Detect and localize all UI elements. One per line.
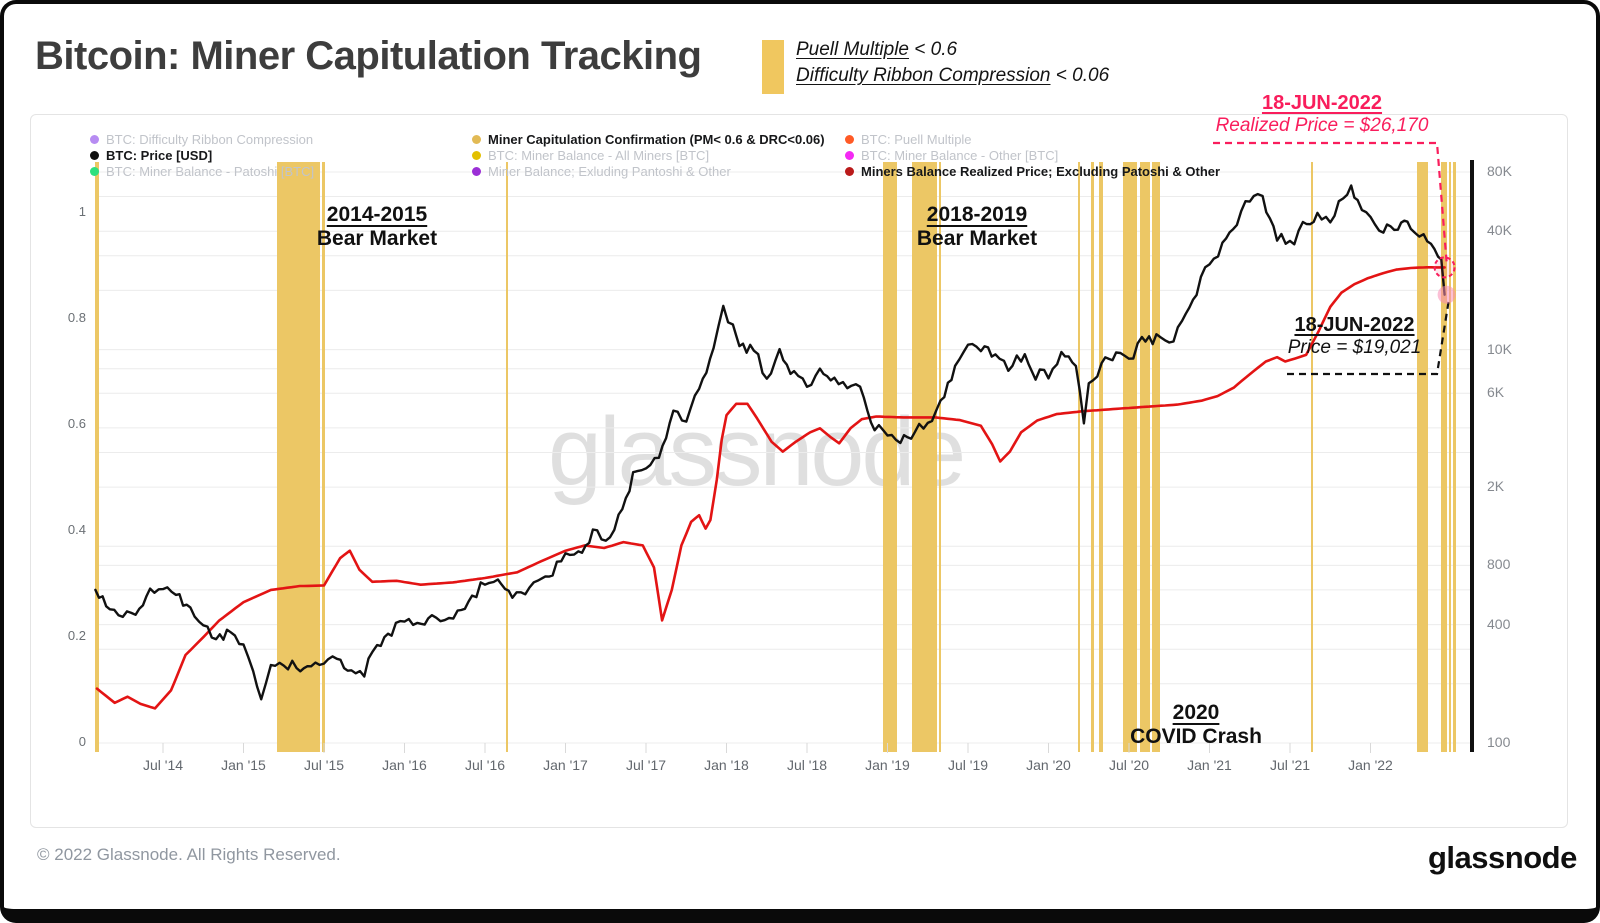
gold-band-swatch	[762, 40, 784, 94]
legend-item-label: BTC: Miner Balance - Patoshi [BTC]	[106, 163, 315, 179]
legend-item[interactable]: BTC: Price [USD]	[90, 147, 212, 163]
y-axis-right-label: 2K	[1487, 478, 1505, 495]
legend-dot-icon	[845, 134, 854, 144]
condition-drc-value: < 0.06	[1050, 65, 1110, 86]
condition-drc-name: Difficulty Ribbon Compression	[796, 65, 1051, 86]
legend-dot-icon	[845, 150, 854, 160]
annotation-date: 18-JUN-2022	[1294, 314, 1415, 336]
x-axis-label: Jan '16	[382, 757, 427, 773]
annotation-price: 18-JUN-2022 Price = $19,021	[1272, 314, 1437, 359]
annotation-value: Price = $19,021	[1287, 337, 1422, 358]
legend-item[interactable]: Miners Balance Realized Price; Excluding…	[845, 163, 1220, 179]
x-axis-label: Jul '18	[786, 757, 828, 773]
annotation-years: 2014-2015	[326, 203, 428, 226]
legend-item[interactable]: BTC: Puell Multiple	[845, 131, 972, 147]
legend-dot-icon	[472, 134, 481, 144]
condition-puell: Puell Multiple < 0.6	[796, 39, 957, 61]
x-axis-label: Jul '15	[303, 757, 345, 773]
y-axis-right-label: 800	[1487, 556, 1511, 573]
copyright-text: © 2022 Glassnode. All Rights Reserved.	[37, 845, 341, 864]
y-axis-right-label: 40K	[1487, 222, 1512, 239]
y-axis-right-label: 100	[1487, 734, 1511, 750]
legend-item-label: Miners Balance Realized Price; Excluding…	[861, 163, 1221, 179]
legend-item-label: BTC: Miner Balance - All Miners [BTC]	[488, 147, 710, 163]
y-axis-left-label: 0.6	[67, 416, 86, 431]
x-axis-label: Jul '14	[142, 757, 184, 773]
legend-item-label: Miner Capitulation Confirmation (PM< 0.6…	[488, 131, 825, 147]
annotation-years: 2018-2019	[926, 203, 1028, 226]
legend-item-label: BTC: Difficulty Ribbon Compression	[106, 131, 314, 147]
legend-item-label: BTC: Miner Balance - Other [BTC]	[861, 147, 1059, 163]
x-axis-label: Jan '21	[1187, 757, 1232, 773]
y-axis-right-label: 6K	[1487, 384, 1505, 401]
annotation-label: COVID Crash	[1130, 725, 1262, 748]
condition-puell-value: < 0.6	[909, 39, 958, 60]
annotation-covid-crash: 2020 COVID Crash	[1116, 701, 1276, 749]
legend-dot-icon	[90, 150, 99, 160]
legend-item[interactable]: Miner Capitulation Confirmation (PM< 0.6…	[472, 131, 825, 147]
x-axis-label: Jan '18	[704, 757, 749, 773]
legend-item-label: Miner Balance; Exluding Pantoshi & Other	[488, 163, 731, 179]
legend-dot-icon	[90, 166, 99, 176]
glassnode-logo: glassnode	[1428, 840, 1577, 875]
x-axis-label: Jul '16	[464, 757, 506, 773]
legend-item-label: BTC: Price [USD]	[106, 147, 213, 163]
annotation-label: Bear Market	[316, 227, 438, 250]
legend-item[interactable]: BTC: Miner Balance - All Miners [BTC]	[472, 147, 709, 163]
annotation-years: 2020	[1172, 701, 1220, 724]
x-axis-label: Jul '20	[1108, 757, 1150, 773]
legend-dot-icon	[90, 134, 99, 144]
x-axis-label: Jul '21	[1269, 757, 1311, 773]
y-axis-left-label: 1	[78, 204, 86, 219]
y-axis-right-label: 400	[1487, 615, 1511, 632]
y-axis-left-label: 0.4	[67, 522, 86, 537]
x-axis-label: Jan '22	[1348, 757, 1393, 773]
x-axis-label: Jul '19	[947, 757, 989, 773]
legend-dot-icon	[472, 150, 481, 160]
legend-item[interactable]: BTC: Miner Balance - Other [BTC]	[845, 147, 1058, 163]
page-title: Bitcoin: Miner Capitulation Tracking	[35, 34, 702, 78]
y-axis-right-label: 10K	[1487, 340, 1512, 357]
legend-item-label: BTC: Puell Multiple	[861, 131, 972, 147]
legend-dot-icon	[845, 166, 854, 176]
x-axis-label: Jan '19	[865, 757, 910, 773]
condition-drc: Difficulty Ribbon Compression < 0.06	[796, 65, 1109, 87]
legend-item[interactable]: Miner Balance; Exluding Pantoshi & Other	[472, 163, 731, 179]
y-axis-left-label: 0.8	[67, 310, 86, 325]
annotation-bear-market-2018: 2018-2019 Bear Market	[897, 203, 1057, 251]
condition-puell-name: Puell Multiple	[796, 39, 909, 60]
legend-dot-icon	[472, 166, 481, 176]
annotation-date: 18-JUN-2022	[1261, 92, 1383, 114]
y-axis-right-label: 80K	[1487, 162, 1512, 179]
y-axis-left-label: 0.2	[67, 628, 86, 643]
y-axis-left-label: 0	[78, 734, 86, 749]
annotation-label: Bear Market	[916, 227, 1038, 250]
x-axis-label: Jul '17	[625, 757, 667, 773]
annotation-bear-market-2014: 2014-2015 Bear Market	[297, 203, 457, 251]
x-axis-label: Jan '20	[1026, 757, 1071, 773]
x-axis-label: Jan '17	[543, 757, 588, 773]
annotation-realized-price: 18-JUN-2022 Realized Price = $26,170	[1207, 92, 1437, 137]
legend-item[interactable]: BTC: Difficulty Ribbon Compression	[90, 131, 313, 147]
glassnode-watermark: glassnode	[548, 397, 966, 506]
annotation-value: Realized Price = $26,170	[1215, 115, 1429, 136]
x-axis-label: Jan '15	[221, 757, 266, 773]
legend-item[interactable]: BTC: Miner Balance - Patoshi [BTC]	[90, 163, 314, 179]
